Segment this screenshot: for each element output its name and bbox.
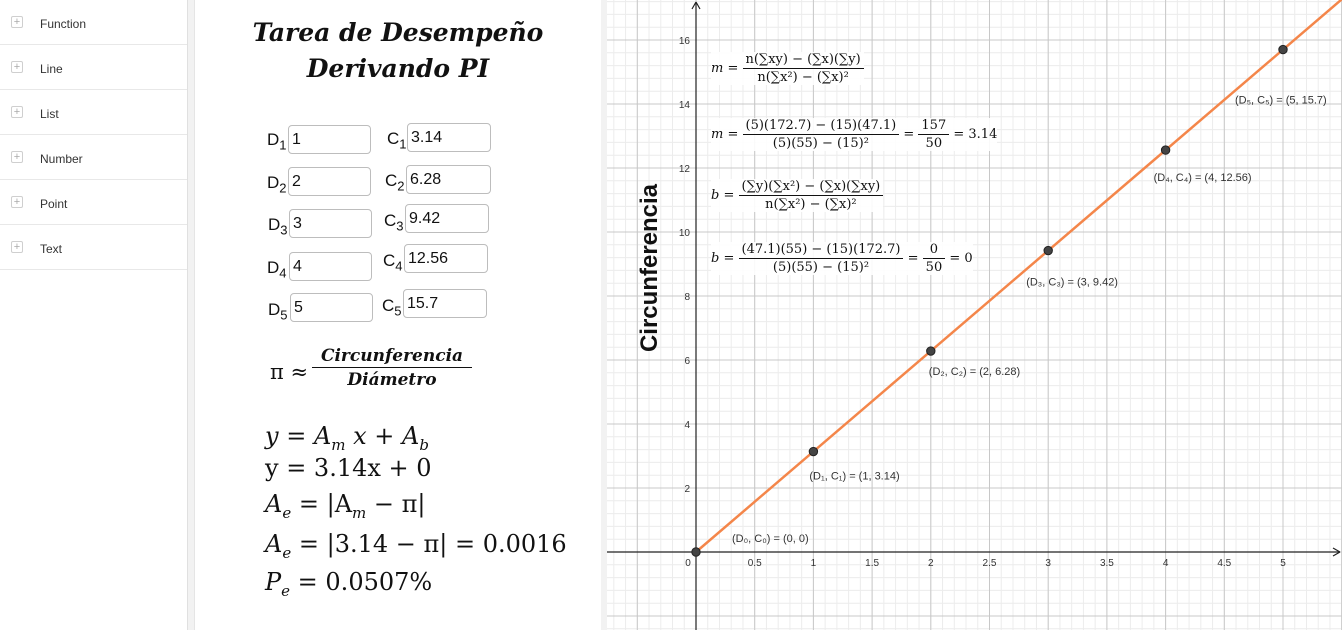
data-points[interactable] — [691, 44, 1288, 557]
circumference-label-4: C4 — [383, 251, 403, 274]
fit-line[interactable] — [695, 0, 1342, 553]
equation-percent-error: Pe = 0.0507% — [265, 568, 433, 600]
tool-label: List — [40, 107, 59, 121]
circumference-input-1[interactable]: 3.14 — [407, 123, 491, 152]
pi-approx-symbol: π ≈ — [270, 360, 309, 384]
x-tick-label: 1.5 — [865, 558, 879, 569]
y-tick-label: 16 — [679, 36, 691, 47]
formula-intercept-values[interactable]: b = (47.1)(55) − (15)(172.7) (5)(55) − (1… — [711, 242, 973, 275]
diameter-label-2: D2 — [267, 173, 287, 196]
tool-point[interactable]: + Point — [0, 180, 187, 225]
x-tick-label: 3.5 — [1100, 558, 1114, 569]
panel-divider-2[interactable] — [601, 0, 607, 630]
y-tick-label: 4 — [684, 420, 690, 431]
title-line-1: Tarea de Desempeño — [252, 18, 544, 47]
equation-abs-error-form: Ae = |Am − π| — [265, 490, 426, 522]
x-tick-label: 2 — [928, 558, 934, 569]
diameter-label-5: D5 — [268, 300, 288, 323]
y-tick-label: 14 — [679, 100, 691, 111]
plus-icon: + — [11, 16, 23, 28]
point-label: (D₃, C₃) = (3, 9.42) — [1026, 277, 1118, 289]
circumference-label-2: C2 — [385, 171, 405, 194]
tool-label: Function — [40, 17, 87, 31]
data-point[interactable] — [1160, 145, 1171, 155]
tool-sidebar: + Function + Line + List + Number + Point + Te… — [0, 0, 188, 630]
x-tick-label: 0 — [685, 558, 691, 569]
circumference-label-5: C5 — [382, 296, 402, 319]
data-point[interactable] — [1278, 44, 1288, 55]
title-line-2: Derivando PI — [306, 54, 490, 83]
diameter-label-1: D1 — [267, 130, 287, 153]
data-point[interactable] — [926, 346, 936, 356]
y-tick-label: 6 — [684, 356, 690, 367]
plus-icon: + — [11, 196, 23, 208]
tool-label: Text — [40, 242, 63, 256]
diameter-input-3[interactable]: 3 — [289, 209, 372, 238]
circumference-input-5[interactable]: 15.7 — [403, 289, 487, 318]
tool-label: Point — [40, 197, 68, 211]
axes — [607, 1, 1341, 630]
panel-divider[interactable] — [188, 0, 194, 630]
x-tick-label: 5 — [1280, 558, 1286, 569]
tool-text[interactable]: + Text — [0, 225, 187, 270]
circumference-label-1: C1 — [387, 129, 407, 152]
y-tick-label: 10 — [679, 228, 691, 239]
y-tick-label: 12 — [679, 164, 691, 175]
diameter-label-4: D4 — [267, 258, 287, 281]
pi-fraction: Circunferencia Diámetro — [312, 346, 472, 390]
y-axis-label: Circunferencia — [636, 183, 663, 353]
pi-denominator: Diámetro — [347, 370, 437, 390]
point-label: (D₁, C₁) = (1, 3.14) — [809, 471, 899, 483]
formula-intercept-general[interactable]: b = (∑y)(∑x²) − (∑x)(∑xy) n(∑x²) − (∑x)² — [711, 179, 884, 212]
diameter-input-1[interactable]: 1 — [288, 125, 371, 154]
y-tick-label: 2 — [684, 484, 690, 495]
tool-line[interactable]: + Line — [0, 45, 187, 90]
regression-line — [695, 0, 1342, 553]
x-tick-label: 2.5 — [983, 558, 997, 569]
data-point[interactable] — [691, 547, 701, 557]
formula-slope-values[interactable]: m = (5)(172.7) − (15)(47.1) (5)(55) − (15… — [711, 118, 998, 151]
diameter-input-5[interactable]: 5 — [290, 293, 373, 322]
pi-numerator: Circunferencia — [312, 346, 472, 368]
circumference-input-3[interactable]: 9.42 — [405, 204, 489, 233]
plus-icon: + — [11, 151, 23, 163]
diameter-input-4[interactable]: 4 — [289, 252, 372, 281]
point-label: (D₄, C₄) = (4, 12.56) — [1154, 172, 1252, 184]
point-labels: (D₀, C₀) = (0, 0) (D₁, C₁) = (1, 3.14) (D₂… — [732, 95, 1327, 545]
tool-label: Line — [40, 62, 63, 76]
y-tick-label: 8 — [684, 292, 690, 303]
data-point[interactable] — [1043, 245, 1053, 256]
x-tick-label: 4.5 — [1217, 558, 1231, 569]
x-tick-label: 3 — [1045, 558, 1051, 569]
point-label: (D₅, C₅) = (5, 15.7) — [1235, 95, 1327, 107]
worksheet-panel: Tarea de Desempeño Derivando PI D1 1 C1 … — [194, 0, 602, 630]
point-label: (D₀, C₀) = (0, 0) — [732, 533, 809, 545]
graphics-view[interactable]: 0 0.5 1 1.5 2 2.5 3 3.5 4 4.5 5 2 4 6 8 10 12 14 16 (D₀, C… — [607, 0, 1342, 630]
equation-abs-error-value: Ae = |3.14 − π| = 0.0016 — [265, 530, 567, 562]
tool-list[interactable]: + List — [0, 90, 187, 135]
x-tick-label: 1 — [811, 558, 817, 569]
circumference-label-3: C3 — [384, 211, 404, 234]
equation-line-values: y = 3.14x + 0 — [265, 454, 432, 482]
x-tick-label: 4 — [1163, 558, 1169, 569]
formula-slope-general[interactable]: m = n(∑xy) − (∑x)(∑y) n(∑x²) − (∑x)² — [711, 52, 864, 85]
plus-icon: + — [11, 106, 23, 118]
circumference-input-4[interactable]: 12.56 — [404, 244, 488, 273]
diameter-label-3: D3 — [268, 215, 288, 238]
data-point[interactable] — [808, 446, 819, 457]
plus-icon: + — [11, 61, 23, 73]
plus-icon: + — [11, 241, 23, 253]
x-tick-label: 0.5 — [748, 558, 762, 569]
equation-line-form: y = Am x + Ab — [265, 422, 429, 454]
tool-function[interactable]: + Function — [0, 0, 187, 45]
tool-label: Number — [40, 152, 83, 166]
diameter-input-2[interactable]: 2 — [288, 167, 371, 196]
tool-number[interactable]: + Number — [0, 135, 187, 180]
tick-labels: 0 0.5 1 1.5 2 2.5 3 3.5 4 4.5 5 2 4 6 8 10 12 14 16 — [679, 36, 1286, 569]
point-label: (D₂, C₂) = (2, 6.28) — [929, 366, 1020, 378]
circumference-input-2[interactable]: 6.28 — [406, 165, 491, 194]
